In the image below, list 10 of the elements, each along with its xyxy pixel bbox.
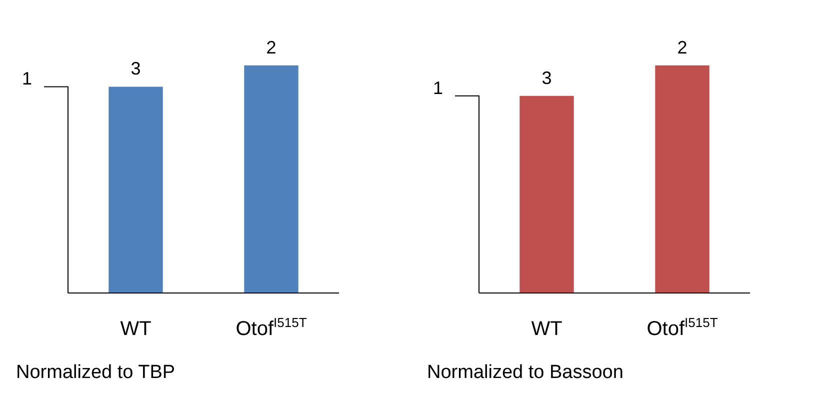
annotation: 3 xyxy=(130,58,141,79)
annotation: 2 xyxy=(677,37,688,58)
x-axis-title: Normalized to Bassoon xyxy=(427,362,624,383)
annotation: 3 xyxy=(542,68,552,88)
x-axis-title: Normalized to TBP xyxy=(16,362,176,383)
annotation: 2 xyxy=(266,37,276,58)
x-tick-label: WT xyxy=(531,318,562,340)
text: 1 xyxy=(432,78,443,98)
text: 1 xyxy=(22,68,32,89)
x-tick-label: WT xyxy=(120,318,152,340)
